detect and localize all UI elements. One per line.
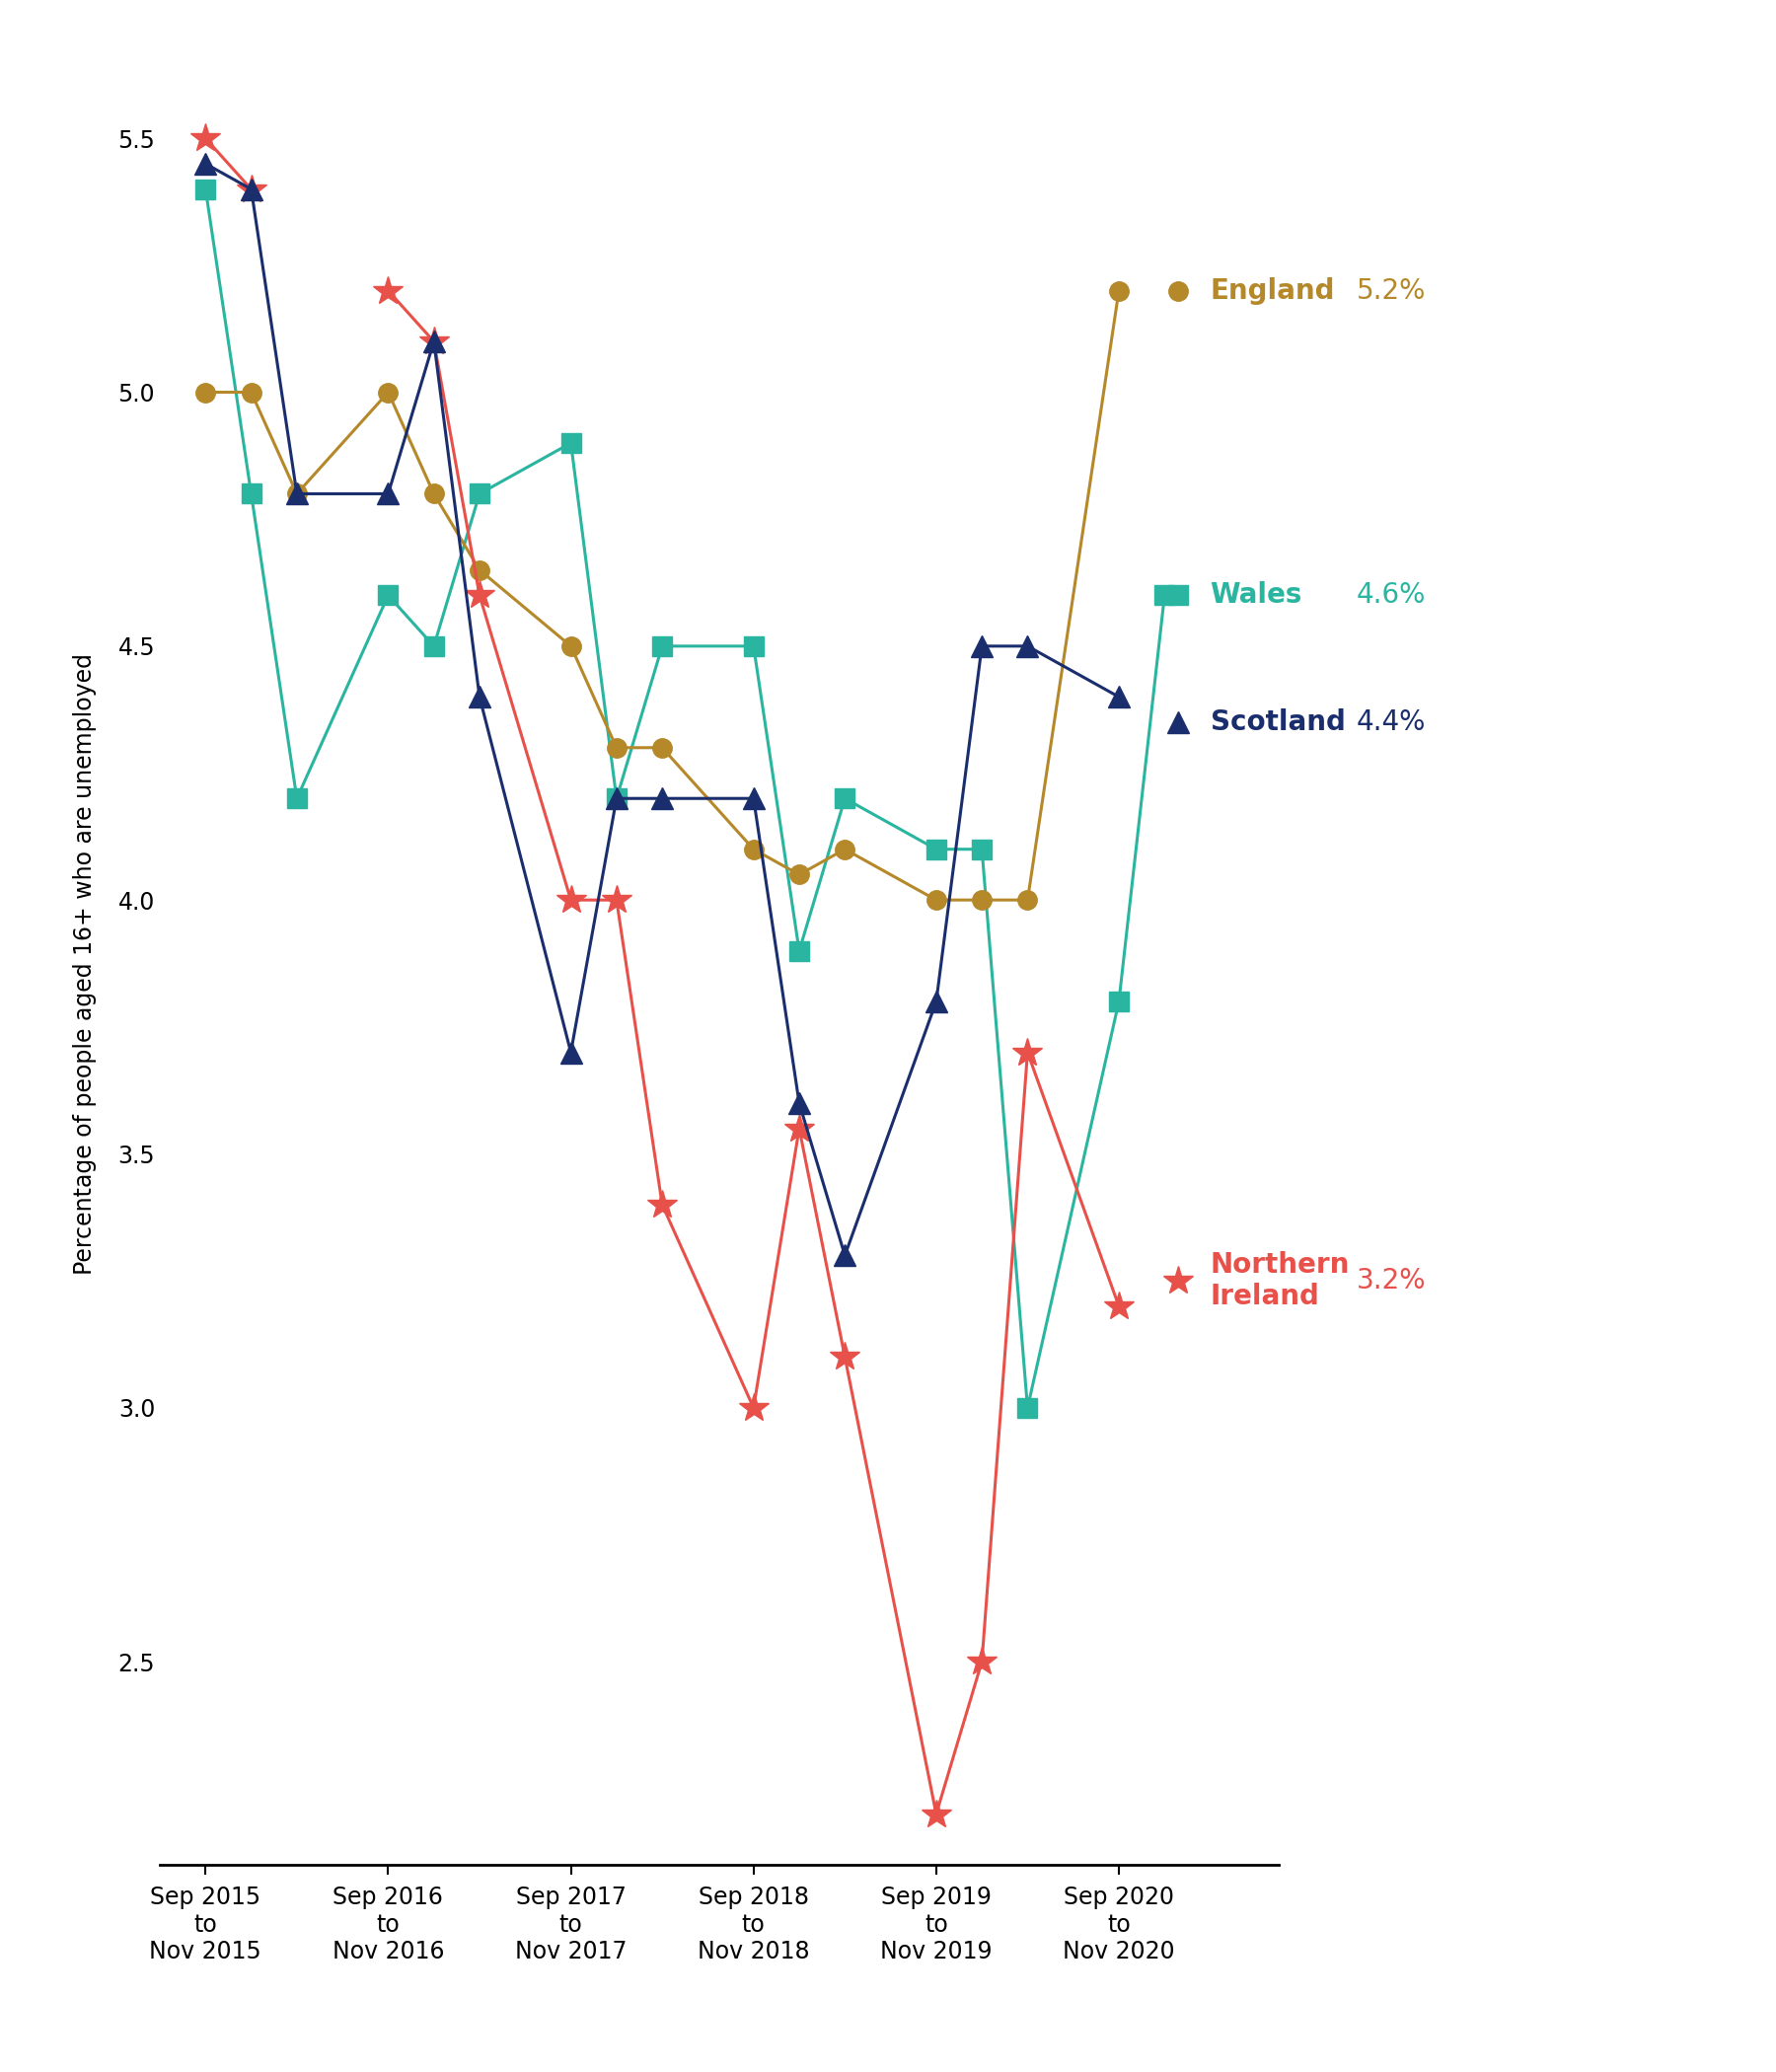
- Text: England: England: [1209, 278, 1336, 305]
- Text: 4.4%: 4.4%: [1357, 709, 1426, 736]
- Text: 3.2%: 3.2%: [1357, 1268, 1426, 1295]
- Text: Wales: Wales: [1209, 582, 1302, 609]
- Text: Northern
Ireland: Northern Ireland: [1209, 1251, 1350, 1312]
- Text: Scotland: Scotland: [1209, 709, 1344, 736]
- Text: 4.6%: 4.6%: [1357, 582, 1426, 609]
- Y-axis label: Percentage of people aged 16+ who are unemployed: Percentage of people aged 16+ who are un…: [73, 653, 98, 1274]
- Text: 5.2%: 5.2%: [1357, 278, 1426, 305]
